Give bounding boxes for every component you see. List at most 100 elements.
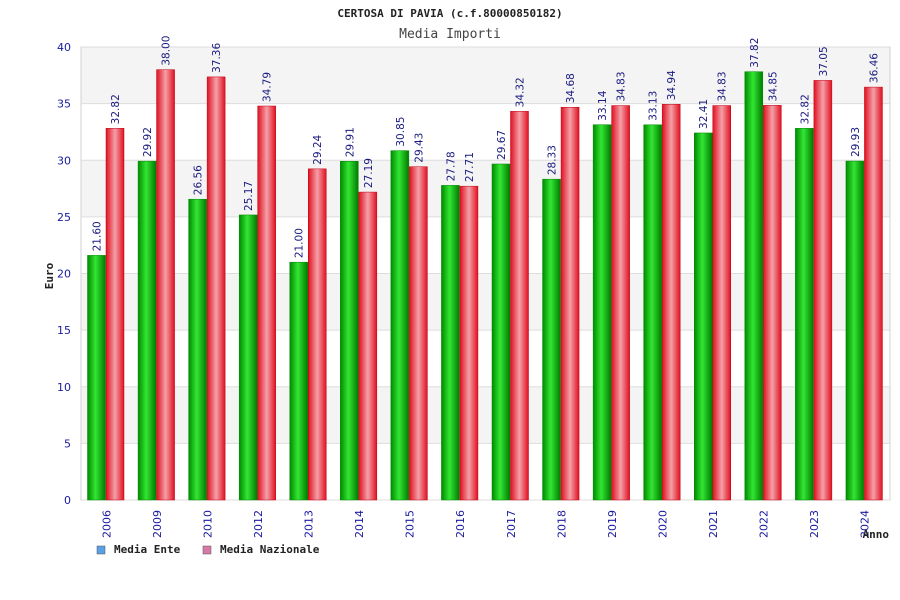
x-tick-label: 2024: [859, 510, 872, 538]
bar-media-ente-2010: [188, 198, 207, 501]
chart-title: CERTOSA DI PAVIA (c.f.80000850182): [337, 7, 562, 20]
bar-media-ente-2009: [137, 160, 157, 501]
bar-media-ente-2012: [238, 214, 258, 501]
value-label: 33.13: [648, 91, 660, 121]
y-tick-label: 35: [57, 98, 71, 111]
value-label: 32.82: [799, 94, 811, 124]
legend-label-media-nazionale: Media Nazionale: [220, 543, 320, 556]
bar-media-ente-2020: [643, 124, 662, 501]
value-label: 29.91: [344, 127, 356, 157]
bar-media-ente-2017: [491, 163, 511, 501]
value-label: 25.17: [243, 181, 255, 211]
bar-media-ente-2015: [390, 150, 410, 501]
y-tick-label: 25: [57, 211, 71, 224]
value-label: 29.24: [312, 134, 324, 164]
value-label: 27.71: [464, 152, 476, 182]
bar-media-ente-2016: [441, 185, 460, 501]
y-axis-label: Euro: [43, 262, 56, 289]
y-tick-label: 10: [57, 381, 71, 394]
value-label: 27.19: [363, 158, 375, 188]
value-label: 21.00: [294, 228, 306, 258]
x-tick-label: 2010: [201, 510, 214, 538]
bar-media-nazionale-2023: [813, 80, 833, 501]
value-label: 34.68: [565, 73, 577, 103]
value-label: 26.56: [193, 165, 205, 195]
value-label: 34.85: [767, 71, 779, 101]
bar-media-nazionale-2013: [308, 168, 327, 501]
x-tick-label: 2014: [353, 510, 366, 538]
value-label: 34.83: [717, 71, 729, 101]
legend-swatch-media-ente: [96, 545, 106, 555]
bar-media-nazionale-2015: [409, 166, 428, 501]
value-label: 32.41: [698, 99, 710, 129]
bars: [87, 69, 883, 501]
value-label: 37.05: [818, 46, 830, 76]
value-label: 37.82: [749, 38, 761, 68]
x-tick-label: 2021: [707, 510, 720, 538]
value-label: 38.00: [161, 36, 173, 66]
legend: Media Ente Media Nazionale: [96, 543, 320, 556]
value-label: 29.43: [413, 133, 425, 163]
bar-media-ente-2018: [542, 178, 561, 501]
bar-media-ente-2013: [289, 261, 308, 501]
x-tick-label: 2023: [808, 510, 821, 538]
value-label: 27.78: [445, 151, 457, 181]
bar-media-nazionale-2020: [661, 104, 681, 501]
x-tick-label: 2012: [252, 510, 265, 538]
bar-media-ente-2014: [340, 161, 359, 501]
x-tick-label: 2013: [303, 510, 316, 538]
value-label: 28.33: [547, 145, 559, 175]
bar-media-nazionale-2022: [763, 105, 782, 501]
value-label: 32.82: [110, 94, 122, 124]
chart-subtitle: Media Importi: [399, 27, 501, 42]
value-label: 34.79: [262, 72, 274, 102]
value-label: 29.93: [850, 127, 862, 157]
value-label: 30.85: [395, 117, 407, 147]
bar-media-ente-2021: [694, 132, 713, 501]
y-tick-label: 5: [64, 437, 71, 450]
bar-media-nazionale-2006: [105, 128, 125, 501]
bar-media-nazionale-2024: [864, 86, 883, 501]
bar-media-ente-2023: [795, 128, 814, 501]
bar-media-ente-2006: [87, 255, 106, 501]
bar-media-nazionale-2017: [510, 111, 529, 501]
bar-media-ente-2019: [592, 124, 612, 501]
value-label: 34.94: [666, 70, 678, 100]
bar-media-ente-2022: [744, 71, 764, 501]
legend-label-media-ente: Media Ente: [114, 543, 181, 556]
value-label: 21.60: [92, 221, 104, 251]
x-tick-label: 2015: [404, 510, 417, 538]
x-tick-label: 2017: [505, 510, 518, 538]
value-label: 36.46: [868, 53, 880, 83]
x-tick-label: 2006: [100, 510, 113, 538]
bar-media-nazionale-2009: [156, 69, 175, 501]
y-tick-label: 15: [57, 324, 71, 337]
value-label: 34.83: [616, 71, 628, 101]
value-labels: 21.60 32.82 29.92 38.00 26.56 37.36 25.17 34.79…: [92, 36, 881, 259]
bar-media-nazionale-2019: [611, 105, 630, 501]
bar-media-nazionale-2010: [206, 76, 226, 501]
x-tick-label: 2019: [606, 510, 619, 538]
x-tick-label: 2022: [758, 510, 771, 538]
x-tick-label: 2009: [151, 510, 164, 538]
y-tick-label: 20: [57, 268, 71, 281]
y-tick-label: 30: [57, 154, 71, 167]
bar-media-ente-2024: [845, 160, 865, 501]
value-label: 29.67: [496, 130, 508, 160]
bar-media-nazionale-2014: [358, 191, 378, 501]
y-axis-ticks: 0 5 10 15 20 25 30 35 40: [57, 41, 71, 507]
bar-media-nazionale-2018: [560, 106, 580, 501]
x-tick-label: 2020: [656, 510, 669, 538]
x-tick-label: 2016: [454, 510, 467, 538]
value-label: 34.32: [515, 77, 527, 107]
value-label: 29.92: [142, 127, 154, 157]
x-tick-label: 2018: [555, 510, 568, 538]
legend-swatch-media-nazionale: [202, 545, 212, 555]
bar-media-nazionale-2012: [257, 105, 276, 501]
y-tick-label: 0: [64, 494, 71, 507]
bar-media-nazionale-2016: [459, 185, 479, 501]
x-axis-label: Anno: [863, 528, 890, 541]
value-label: 33.14: [597, 90, 609, 120]
x-axis-ticks: 2006 2009 2010 2012 2013 2014 2015 2016 2017 2018…: [100, 510, 871, 538]
